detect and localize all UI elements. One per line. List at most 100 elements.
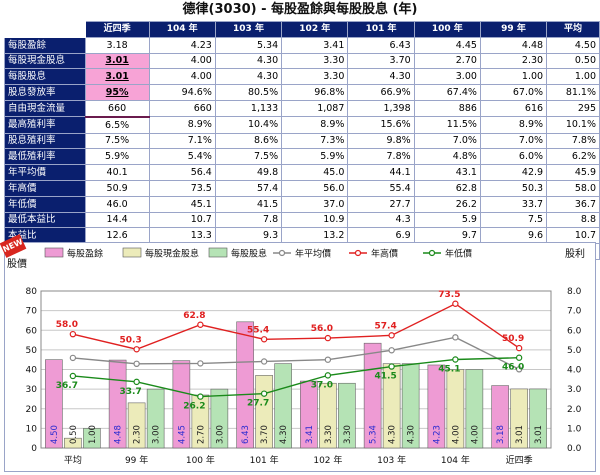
table-cell: 7.5%: [214, 148, 283, 166]
table-cell: 8.9%: [479, 116, 548, 134]
legend-marker: [354, 249, 362, 257]
table-cell: 5.9%: [281, 148, 349, 166]
bar: [427, 364, 446, 449]
line-value-label: 46.0: [502, 363, 524, 373]
line-value-label: 73.5: [438, 290, 460, 300]
line-value-label: 50.3: [120, 335, 142, 345]
line-value-label: 33.7: [120, 387, 142, 397]
row-label: 股息發放率: [4, 84, 86, 101]
right-tick-label: 2.0: [567, 405, 582, 415]
table-cell: 37.0: [281, 195, 349, 213]
table-cell: 55.4: [347, 179, 415, 197]
category-label: 104 年: [441, 454, 470, 466]
line-marker: [260, 390, 268, 397]
table-cell: 8.9%: [281, 116, 349, 134]
bar: [338, 382, 356, 449]
bar: [401, 363, 420, 449]
table-cell: 7.8%: [347, 148, 415, 166]
table-cell: 6.9: [347, 227, 415, 245]
bar: [146, 388, 165, 449]
table-cell: 10.1%: [546, 116, 600, 134]
line-value-label: 37.0: [311, 380, 333, 390]
bar-value-label: 3.00: [215, 425, 225, 444]
line-value-label: 45.1: [438, 364, 460, 374]
category-label: 99 年: [125, 454, 148, 466]
right-tick-label: 8.0: [567, 287, 582, 297]
table-cell: 886: [413, 99, 481, 118]
table-cell: 62.8: [413, 179, 481, 197]
left-tick-label: 50: [26, 346, 38, 356]
table-cell: 1,398: [347, 99, 415, 118]
legend-marker: [278, 249, 286, 257]
table-cell: 9.8%: [347, 132, 415, 150]
table-cell: 4.30: [214, 52, 283, 70]
bar-value-label: 3.41: [305, 425, 315, 444]
table-cell: 26.2: [413, 195, 481, 213]
bar-value-label: 3.30: [324, 425, 334, 444]
table-cell: 2.70: [413, 52, 481, 70]
bar-value-label: 4.30: [279, 425, 289, 444]
line-value-label: 36.7: [56, 381, 78, 391]
table-cell: 45.1: [148, 195, 216, 213]
bar-value-label: 3.01: [515, 425, 525, 444]
left-axis-label: 股價: [7, 257, 27, 270]
category-label: 近四季: [506, 454, 533, 466]
table-cell: 7.0%: [479, 132, 548, 150]
table-cell: 67.4%: [413, 84, 481, 101]
bar-value-label: 4.00: [470, 425, 480, 444]
table-cell: 50.9: [84, 179, 150, 197]
bar-value-label: 1.00: [88, 425, 98, 444]
table-cell: 4.3: [347, 211, 415, 229]
table-cell: 7.3%: [281, 132, 349, 150]
table-cell: 5.9%: [84, 148, 150, 166]
line-marker: [69, 330, 77, 338]
row-label: 本益比: [4, 227, 86, 245]
line-marker: [260, 336, 268, 343]
bar: [210, 388, 229, 449]
left-tick-label: 80: [26, 287, 38, 297]
table-cell: 13.2: [281, 227, 349, 245]
right-tick-label: 3.0: [567, 385, 582, 395]
table-cell: 14.4: [84, 211, 150, 229]
table-cell: 41.5: [214, 195, 283, 213]
table-cell: 67.0%: [479, 84, 548, 101]
bar-value-label: 4.30: [388, 425, 398, 444]
table-cell: 6.43: [347, 36, 415, 54]
table-cell: 3.30: [281, 68, 349, 86]
table-cell: 10.7: [546, 227, 600, 245]
table-cell: 43.1: [413, 164, 481, 181]
left-tick-label: 10: [26, 424, 38, 434]
table-cell: 12.6: [84, 227, 150, 245]
column-header: 103 年: [214, 21, 283, 38]
right-tick-label: 7.0: [567, 307, 582, 317]
category-label: 平均: [64, 454, 82, 466]
legend-label: 年平均價: [295, 248, 331, 260]
column-header: 平均: [546, 21, 600, 38]
table-cell: 8.9%: [148, 116, 216, 134]
series-line: [72, 336, 520, 370]
line-value-label: 27.7: [247, 399, 269, 409]
bar-value-label: 3.01: [534, 425, 544, 444]
table-cell: 295: [546, 99, 600, 118]
table-header-row: 近四季 104 年 103 年 102 年 101 年 100 年 99 年 平…: [4, 21, 600, 38]
table-cell: 50.3: [479, 179, 548, 197]
line-marker: [515, 344, 523, 352]
bar-value-label: 5.34: [369, 425, 379, 444]
line-marker: [197, 393, 204, 400]
line-marker: [69, 372, 77, 380]
right-tick-label: 5.0: [567, 346, 582, 356]
bar: [274, 363, 292, 449]
table-cell: 6.5%: [84, 116, 150, 134]
series-line: [72, 302, 520, 351]
line-value-label: 55.4: [247, 325, 269, 335]
table-cell: 56.0: [281, 179, 349, 197]
bar: [83, 428, 101, 449]
bar-value-label: 4.23: [432, 425, 442, 444]
bar-value-label: 3.70: [260, 425, 270, 444]
left-tick-label: 40: [26, 366, 38, 376]
bar: [510, 388, 528, 449]
right-tick-label: 0.0: [567, 444, 582, 454]
bar-value-label: 4.45: [177, 425, 187, 444]
line-marker: [452, 356, 459, 363]
legend-label: 每股股息: [231, 248, 267, 260]
